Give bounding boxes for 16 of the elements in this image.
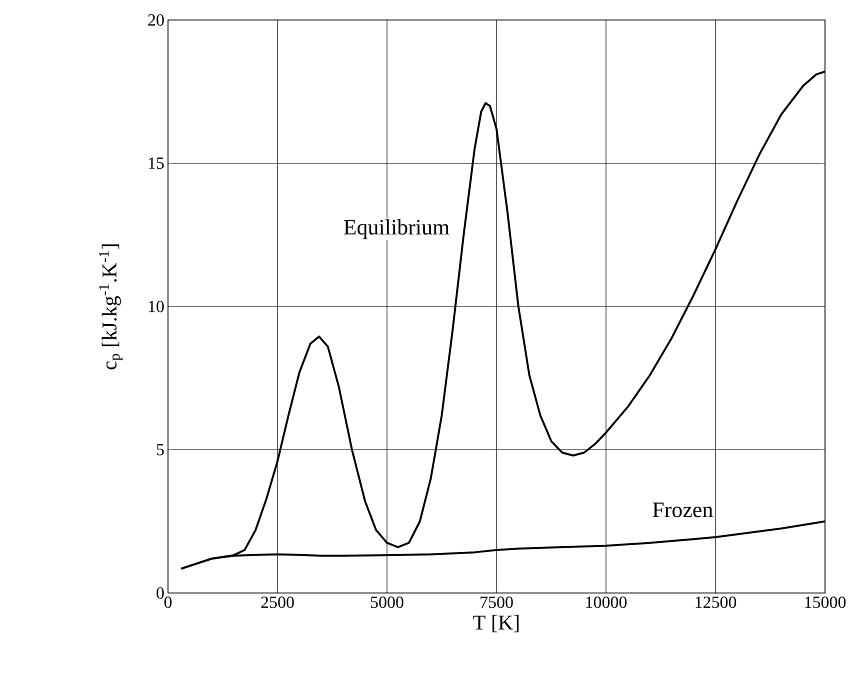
x-tick-label: 10000 [586, 596, 627, 608]
y-tick-label: 0 [156, 587, 164, 599]
x-tick-label: 7500 [480, 596, 513, 608]
series-label: Frozen [652, 502, 713, 518]
y-axis-title: c$_{p}$ [kJ.kg$^{-1}$.K$^{-1}$] [99, 244, 123, 370]
y-tick-label: 10 [148, 300, 164, 312]
x-tick-label: 15000 [805, 596, 846, 608]
x-tick-label: 5000 [370, 596, 404, 608]
y-tick-label: 5 [156, 444, 164, 456]
x-axis-title: T [K] [473, 614, 519, 632]
y-tick-label: 20 [148, 14, 164, 26]
x-tick-label: 12500 [696, 596, 736, 608]
series-label: Equilibrium [344, 219, 450, 240]
y-tick-label: 15 [148, 158, 164, 169]
x-tick-label: 0 [164, 596, 172, 608]
x-tick-label: 2500 [261, 596, 294, 608]
